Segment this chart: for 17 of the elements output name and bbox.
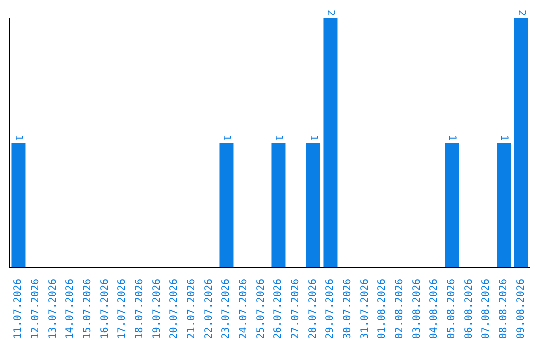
x-tick-label: 17.07.2026 [117,279,128,340]
data-label: 1 [13,134,24,141]
data-label: 1 [273,134,284,141]
x-tick-label: 14.07.2026 [65,279,76,340]
x-tick-label: 15.07.2026 [82,279,94,340]
x-tick-label: 18.07.2026 [134,279,146,340]
x-tick-label: 11.07.2026 [13,279,24,340]
x-tick-label: 16.07.2026 [100,279,111,340]
x-tick-label: 19.07.2026 [152,279,163,340]
x-tick-label: 13.07.2026 [48,279,59,340]
data-label: 2 [516,10,527,16]
data-label: 1 [221,134,232,141]
data-label: 1 [308,134,319,141]
data-label: 1 [446,134,458,141]
data-label: 2 [325,10,336,16]
x-tick-label: 12.07.2026 [30,279,42,340]
data-label: 1 [498,134,510,141]
